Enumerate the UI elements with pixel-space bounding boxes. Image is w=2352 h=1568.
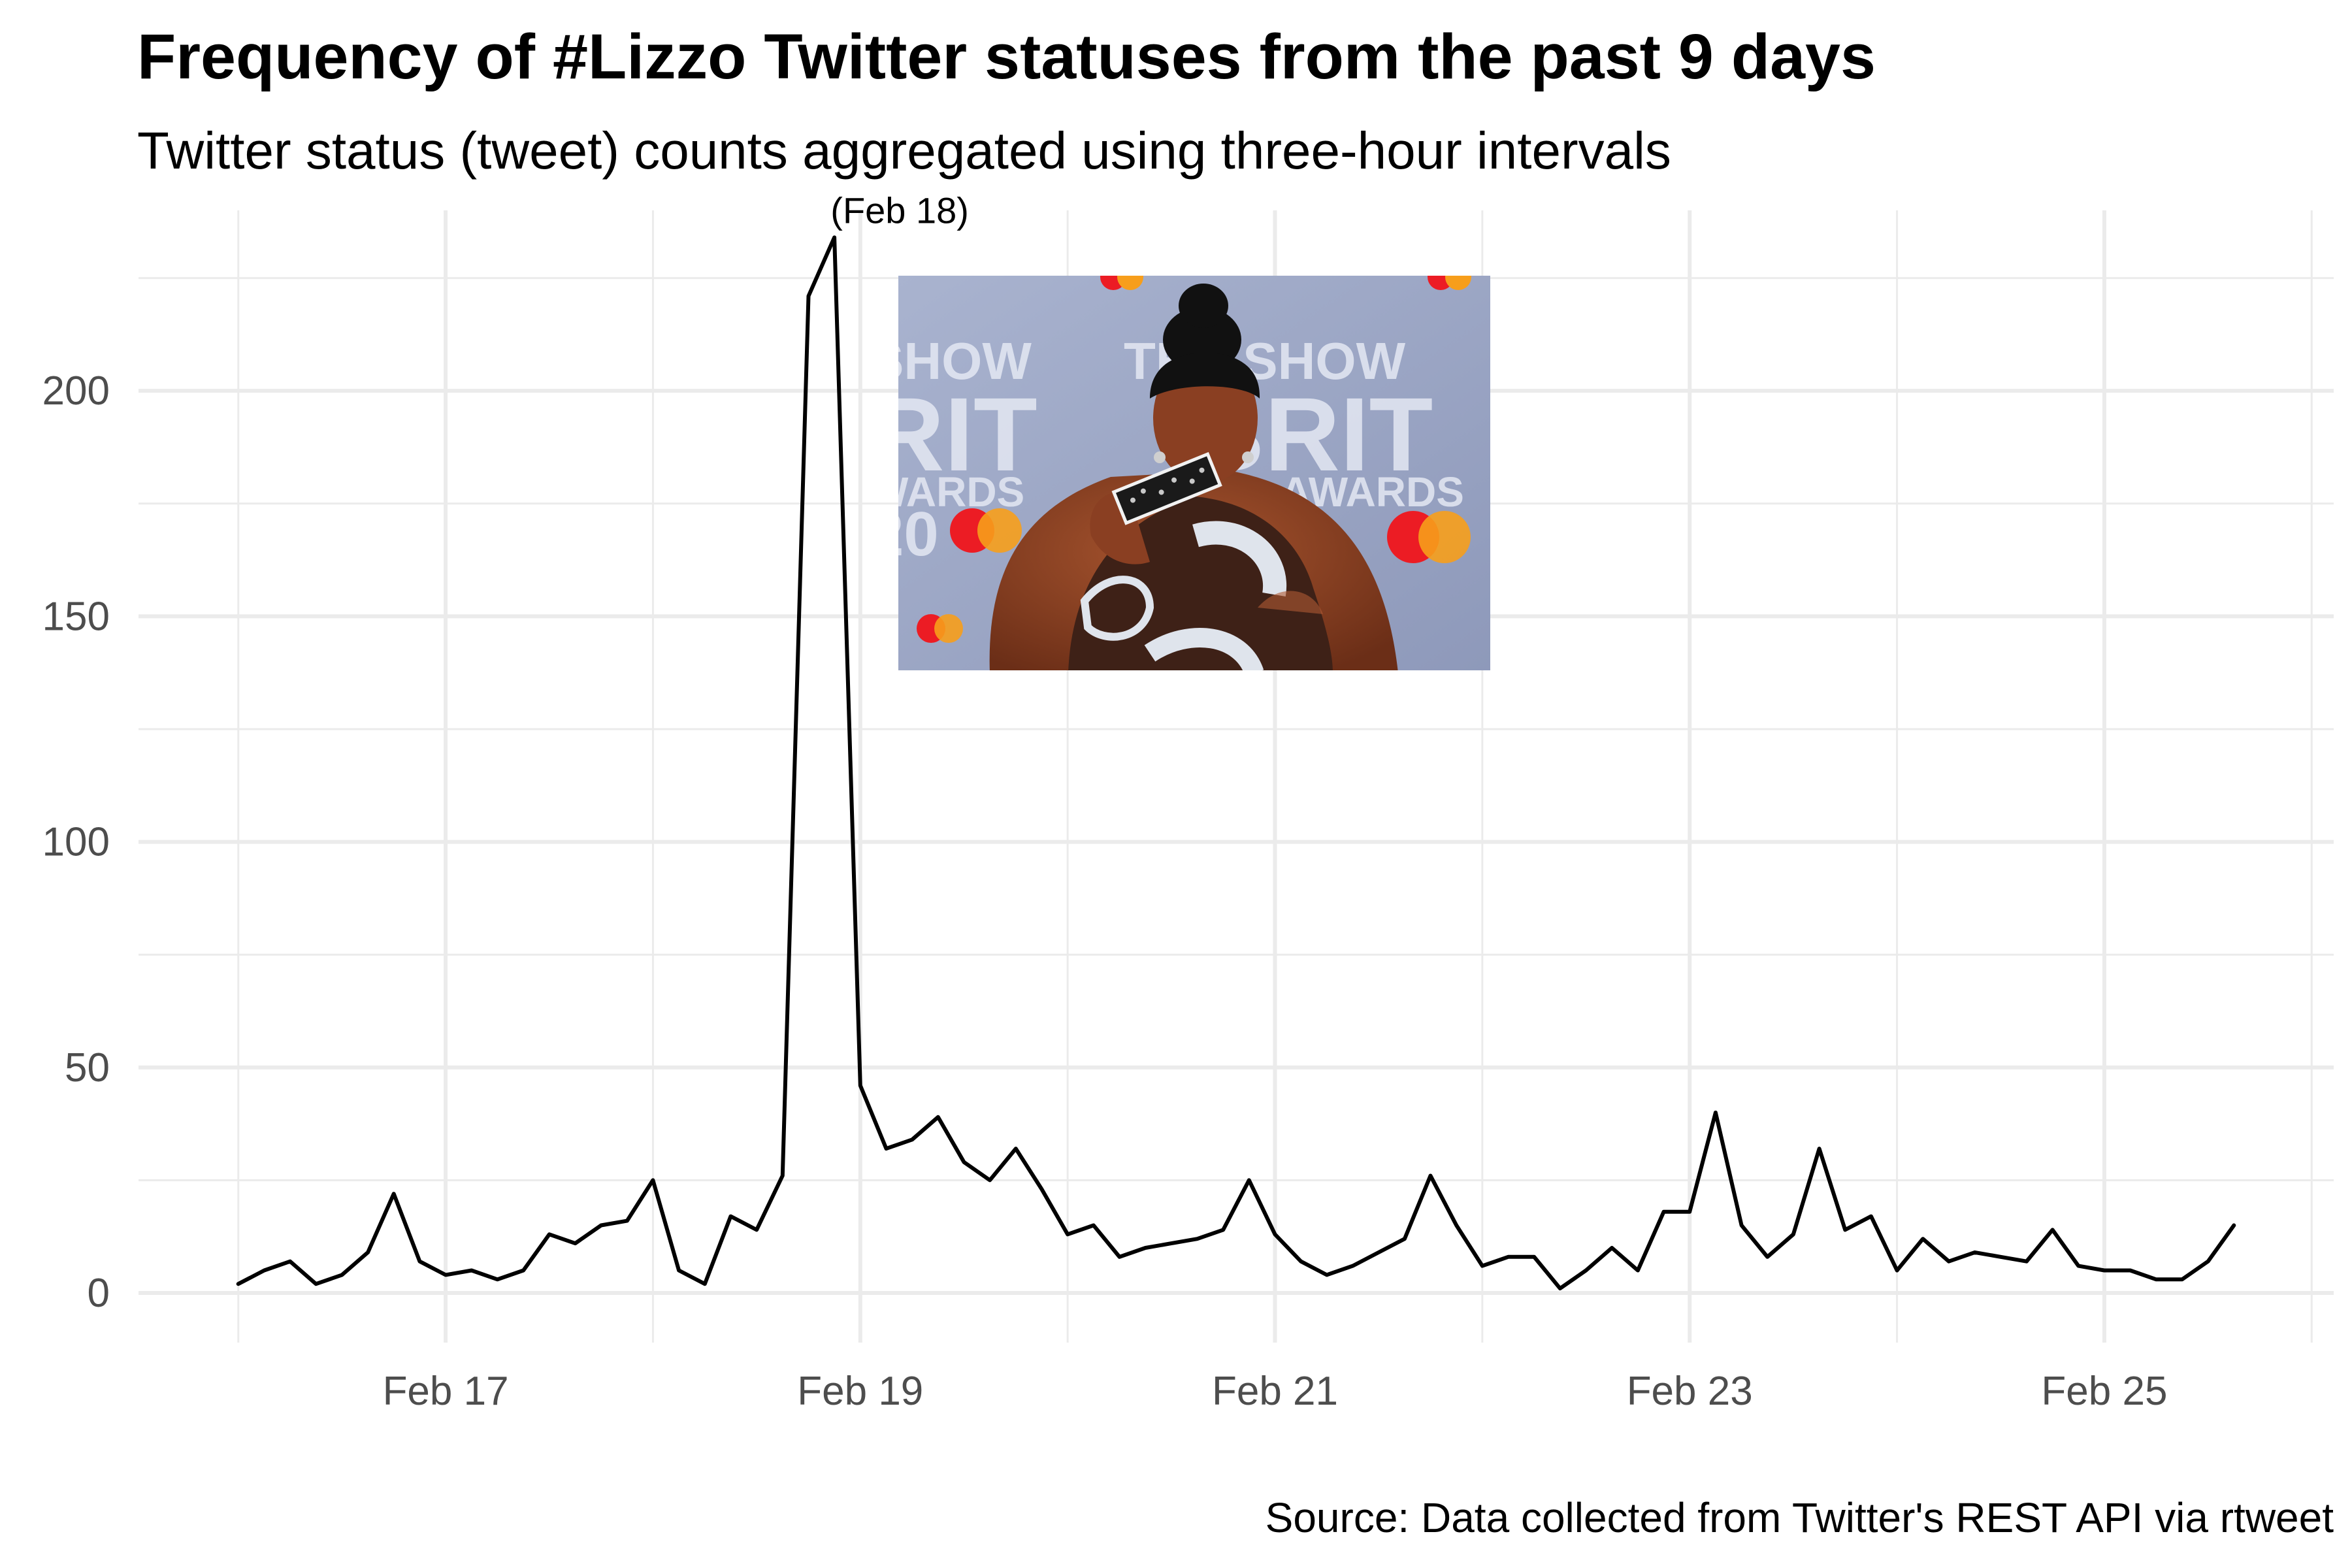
x-tick-label: Feb 21	[1212, 1369, 1338, 1414]
y-tick-label: 100	[42, 820, 110, 865]
x-tick-label: Feb 19	[797, 1369, 923, 1414]
x-tick-label: Feb 25	[2041, 1369, 2167, 1414]
chart-subtitle: Twitter status (tweet) counts aggregated…	[137, 122, 1671, 180]
y-tick-label: 200	[42, 368, 110, 414]
chart-caption: Source: Data collected from Twitter's RE…	[1266, 1494, 2334, 1541]
y-tick-label: 50	[65, 1045, 110, 1090]
peak-annotation: (Feb 18)	[830, 189, 969, 231]
y-tick-label: 0	[88, 1271, 110, 1316]
svg-text:WARDS: WARDS	[869, 468, 1024, 515]
chart-title: Frequency of #Lizzo Twitter statuses fro…	[137, 21, 1876, 92]
y-tick-label: 150	[42, 594, 110, 639]
inset-photo: SHOW RIT WARDS 20 THE SHOW BRIT AWARDS	[869, 276, 1490, 670]
svg-text:20: 20	[869, 499, 939, 569]
svg-text:RIT: RIT	[869, 376, 1037, 493]
x-axis-tick-labels: Feb 17 Feb 19 Feb 21 Feb 23 Feb 25	[383, 1369, 2168, 1414]
x-tick-label: Feb 23	[1627, 1369, 1753, 1414]
y-axis-tick-labels: 0 50 100 150 200	[42, 368, 110, 1316]
x-tick-label: Feb 17	[383, 1369, 509, 1414]
plot-grid	[139, 210, 2334, 1343]
series-line	[236, 235, 2236, 1291]
svg-text:SHOW: SHOW	[869, 332, 1032, 390]
